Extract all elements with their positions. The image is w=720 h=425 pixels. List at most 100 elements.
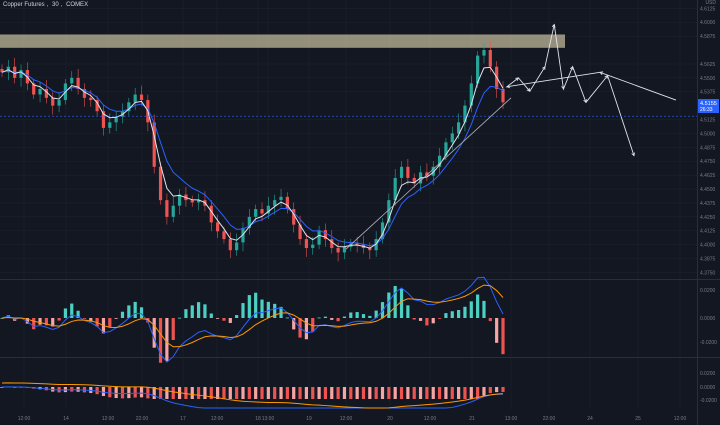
candle-body	[336, 247, 340, 253]
projection-arrowhead	[631, 152, 635, 157]
candle-body	[425, 172, 429, 176]
candle-body	[76, 77, 80, 89]
macd-bar	[292, 318, 296, 330]
macd-bar	[25, 318, 29, 324]
oscillator-bar	[355, 387, 359, 399]
price-badge: 4.5155 26:33	[698, 99, 719, 113]
macd-bar	[203, 304, 207, 318]
chart-header[interactable]: Copper Futures, 30, COMEX	[3, 2, 89, 8]
oscillator-bar	[457, 387, 461, 399]
oscillator-bar	[431, 387, 435, 399]
resistance-zone[interactable]	[0, 34, 565, 48]
macd-bar	[444, 313, 448, 318]
macd-bar	[406, 305, 410, 318]
oscillator-bar	[482, 387, 486, 396]
macd-bar	[457, 310, 461, 318]
candle-body	[431, 166, 435, 176]
candle-body	[152, 122, 156, 167]
time-tick-label: 22:00	[543, 416, 556, 422]
oscillator-bar	[406, 387, 410, 399]
candle-body	[190, 200, 194, 203]
candle-body	[387, 200, 391, 223]
projection-arrowhead	[604, 74, 609, 79]
macd-bar	[374, 310, 378, 318]
time-tick-label: 22:00	[136, 416, 149, 422]
candle-body	[412, 177, 416, 184]
macd-axis[interactable]: 0.0200 0.0000 -0.0200	[700, 288, 717, 346]
macd-bar	[342, 316, 347, 318]
candle-body	[139, 94, 144, 101]
candle-body	[95, 100, 99, 112]
candle-body	[171, 205, 175, 217]
oscillator-bar	[139, 387, 144, 398]
macd-bar	[127, 305, 131, 318]
macd-bar	[190, 305, 194, 318]
price-tick-label: 4.3750	[700, 270, 716, 276]
candle-body	[165, 200, 169, 217]
time-tick-label: 21	[469, 416, 475, 422]
macd-line	[1, 276, 504, 363]
symbol-name[interactable]: Copper Futures	[3, 2, 45, 8]
candles	[0, 41, 505, 262]
currency-value: USD	[705, 0, 716, 6]
macd-bar	[355, 312, 359, 318]
macd-bar	[323, 316, 328, 318]
oscillator-bar	[152, 387, 156, 399]
oscillator-bar	[342, 387, 347, 399]
oscillator-bar	[266, 387, 270, 399]
macd-bar	[469, 301, 473, 318]
oscillator-axis[interactable]: 0.0200 0.0000 -0.0200	[700, 371, 717, 404]
trendline[interactable]	[345, 97, 512, 250]
oscillator-bar	[361, 387, 366, 399]
time-tick-label: 13:00	[505, 416, 518, 422]
candle-body	[216, 222, 220, 232]
time-axis[interactable]: 12:00 14 12:00 22:00 17 12:00 18 13:00 19 12:00 20…	[18, 416, 687, 422]
time-tick-label: 25	[635, 416, 641, 422]
candle-body	[482, 50, 486, 56]
candle-body	[317, 230, 321, 245]
price-tick-label: 4.4750	[700, 159, 716, 165]
macd-bar	[304, 318, 309, 340]
price-tick-label: 4.6000	[700, 20, 716, 26]
projection-arrowhead	[561, 85, 565, 90]
price-tick-label: 4.5875	[700, 34, 716, 40]
macd-bar	[152, 318, 156, 348]
candle-body	[158, 166, 163, 201]
price-tick-label: 4.4625	[700, 173, 716, 179]
candle-body	[19, 70, 23, 78]
projection-arrowhead	[599, 71, 604, 75]
projection-arrowhead	[551, 23, 556, 28]
oscillator-bar	[165, 387, 169, 399]
candle-body	[44, 88, 48, 98]
macd-bar	[393, 286, 397, 318]
candle-body	[330, 239, 334, 248]
oscillator-histogram	[0, 386, 505, 399]
interval-label[interactable]: 30	[52, 2, 59, 8]
macd-bar	[216, 318, 220, 319]
candle-body	[444, 142, 448, 156]
projection-arrowhead	[526, 87, 531, 92]
candle-body	[196, 200, 201, 203]
price-tick-label: 4.4500	[700, 187, 716, 193]
macd-bar	[177, 317, 182, 319]
projection-arrowhead	[506, 84, 511, 89]
oscillator-bar	[450, 387, 454, 399]
candle-body	[108, 122, 112, 128]
macd-bar	[336, 318, 340, 322]
macd-bar	[317, 317, 321, 319]
oscillator-slow-line	[1, 382, 504, 409]
macd-bar	[387, 292, 391, 318]
oscillator-bar	[317, 387, 321, 399]
time-tick-label: 14	[63, 416, 69, 422]
oscillator-bar	[349, 387, 353, 399]
macd-bar	[412, 318, 416, 320]
macd-bar	[273, 303, 277, 318]
price-axis[interactable]: 4.6125 4.6000 4.5875 4.5625 4.5500 4.5375 4.51…	[700, 6, 716, 276]
price-tick-label: 4.5125	[700, 118, 716, 124]
macd-bar	[260, 299, 264, 318]
projection-path[interactable]	[505, 24, 677, 156]
time-tick-label: 12:00	[211, 416, 224, 422]
macd-bar	[32, 318, 36, 330]
currency-label[interactable]: USD	[705, 0, 716, 6]
